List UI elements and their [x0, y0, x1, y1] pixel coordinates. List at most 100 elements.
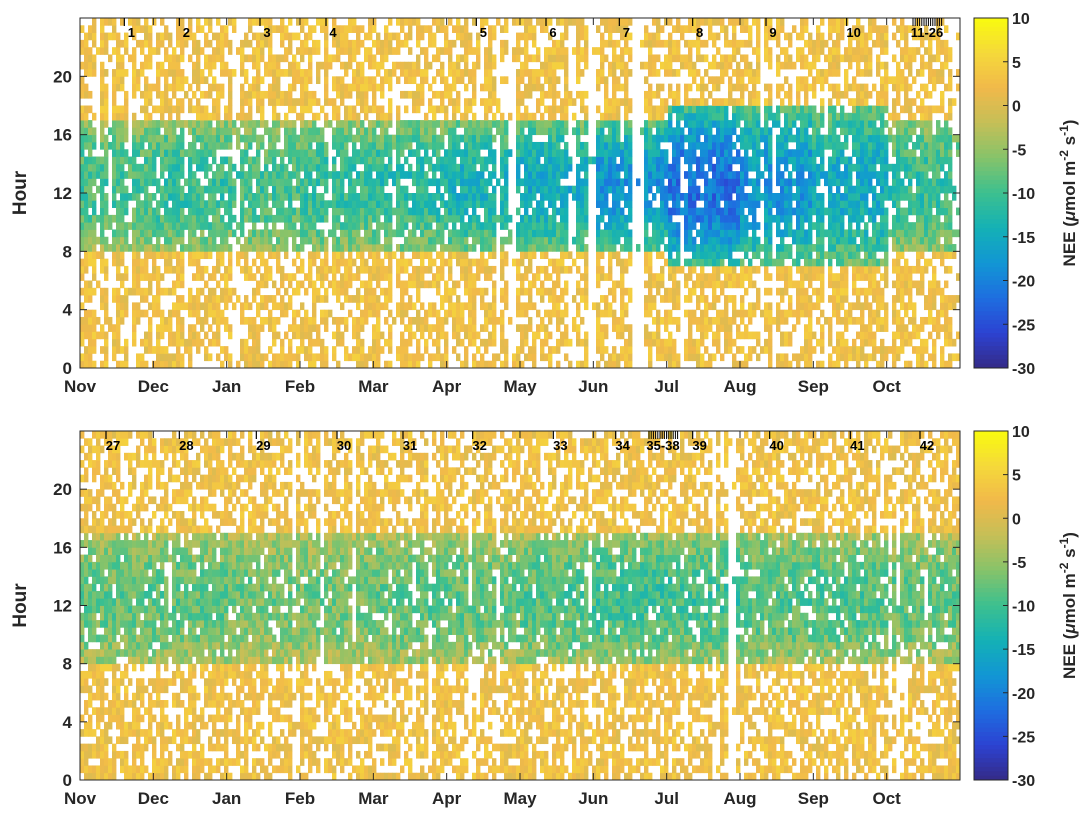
heatmap-cell [228, 185, 233, 194]
heatmap-cell [296, 244, 301, 252]
heatmap-cell [244, 127, 249, 136]
heatmap-cell [660, 83, 665, 92]
heatmap-cell [104, 98, 109, 106]
heatmap-cell [204, 207, 209, 216]
heatmap-cell [428, 178, 433, 187]
heatmap-cell [628, 149, 633, 157]
heatmap-cell [476, 54, 481, 63]
heatmap-cell [384, 32, 389, 41]
heatmap-cell [304, 149, 309, 157]
heatmap-cell [684, 112, 689, 121]
heatmap-cell [552, 287, 557, 296]
heatmap-cell [240, 178, 245, 187]
heatmap-cell [204, 134, 209, 143]
heatmap-cell [104, 149, 109, 157]
heatmap-cell [628, 141, 633, 150]
heatmap-cell [128, 222, 133, 230]
heatmap-cell [480, 185, 485, 194]
heatmap-cell [232, 18, 237, 26]
heatmap-cell [656, 25, 661, 33]
heatmap-cell [548, 244, 553, 252]
heatmap-cell [156, 214, 161, 223]
heatmap-cell [452, 112, 457, 121]
heatmap-cell [248, 214, 253, 223]
heatmap-cell [396, 105, 401, 114]
heatmap-cell [148, 90, 153, 99]
heatmap-cell [176, 200, 181, 208]
heatmap-cell [580, 193, 585, 201]
heatmap-cell [364, 309, 369, 318]
heatmap-cell [548, 18, 553, 26]
heatmap-cell [504, 171, 509, 179]
heatmap-cell [460, 171, 465, 179]
heatmap-cell [96, 185, 101, 194]
heatmap-cell [620, 273, 625, 281]
heatmap-cell [548, 76, 553, 85]
heatmap-cell [564, 200, 569, 208]
heatmap-cell [648, 127, 653, 136]
heatmap-cell [260, 193, 265, 201]
heatmap-cell [116, 222, 121, 230]
heatmap-cell [464, 258, 469, 267]
heatmap-cell [164, 214, 169, 223]
heatmap-cell [84, 353, 89, 362]
heatmap-cell [324, 258, 329, 267]
heatmap-cell [284, 134, 289, 143]
heatmap-cell [120, 134, 125, 143]
heatmap-cell [180, 200, 185, 208]
heatmap-cell [200, 156, 205, 165]
heatmap-cell [428, 280, 433, 289]
heatmap-cell [564, 338, 569, 347]
heatmap-cell [564, 324, 569, 332]
heatmap-cell [608, 163, 613, 172]
heatmap-cell [628, 251, 633, 260]
heatmap-cell [88, 54, 93, 63]
heatmap-cell [220, 90, 225, 99]
heatmap-cell [260, 214, 265, 223]
heatmap-cell [516, 178, 521, 187]
heatmap-cell [676, 200, 681, 208]
heatmap-cell [440, 295, 445, 303]
heatmap-cell [276, 251, 281, 260]
heatmap-cell [504, 193, 509, 201]
heatmap-cell [152, 222, 157, 230]
heatmap-cell [92, 156, 97, 165]
heatmap-cell [412, 149, 417, 157]
heatmap-cell [608, 61, 613, 70]
heatmap-cell [580, 287, 585, 296]
heatmap-cell [416, 171, 421, 179]
heatmap-cell [108, 32, 113, 41]
heatmap-cell [208, 90, 213, 99]
heatmap-cell [136, 244, 141, 252]
heatmap-cell [384, 76, 389, 85]
heatmap-cell [652, 178, 657, 187]
heatmap-cell [224, 178, 229, 187]
heatmap-cell [476, 346, 481, 354]
heatmap-cell [476, 236, 481, 245]
heatmap-cell [556, 193, 561, 201]
heatmap-cell [460, 251, 465, 260]
heatmap-cell [336, 32, 341, 41]
heatmap-cell [216, 222, 221, 230]
heatmap-cell [256, 287, 261, 296]
heatmap-cell [536, 178, 541, 187]
heatmap-cell [336, 83, 341, 92]
heatmap-cell [256, 32, 261, 41]
heatmap-cell [644, 127, 649, 136]
heatmap-cell [684, 134, 689, 143]
heatmap-cell [100, 141, 105, 150]
heatmap-cell [628, 54, 633, 63]
heatmap-cell [600, 324, 605, 332]
heatmap-cell [416, 141, 421, 150]
heatmap-cell [660, 156, 665, 165]
heatmap-cell [428, 258, 433, 267]
heatmap-cell [260, 76, 265, 85]
heatmap-cell [292, 54, 297, 63]
heatmap-cell [616, 200, 621, 208]
heatmap-cell [612, 346, 617, 354]
heatmap-cell [260, 251, 265, 260]
heatmap-cell [400, 90, 405, 99]
heatmap-cell [492, 98, 497, 106]
heatmap-cell [340, 287, 345, 296]
heatmap-cell [624, 112, 629, 121]
